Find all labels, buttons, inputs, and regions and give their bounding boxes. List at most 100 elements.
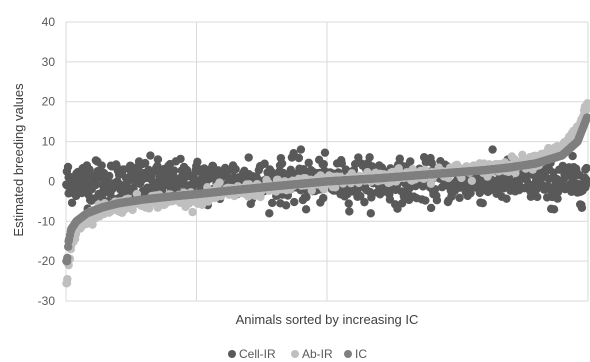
cell-ir-point (475, 188, 485, 198)
cell-ir-point (350, 159, 360, 169)
cell-ir-point (344, 199, 353, 208)
cell-ir-point (478, 199, 487, 208)
y-tick-label: 40 (42, 15, 56, 29)
cell-ir-point (64, 189, 73, 198)
data-points (62, 99, 590, 288)
legend-label: Ab-IR (302, 347, 333, 361)
ic-point (82, 209, 92, 218)
cell-ir-point (553, 187, 563, 197)
legend-item: Cell-IR (228, 347, 276, 361)
cell-ir-point (432, 196, 442, 205)
cell-ir-point (553, 194, 562, 203)
y-tick-label: -30 (38, 294, 56, 308)
cell-ir-point (169, 166, 179, 175)
legend-item: IC (344, 347, 367, 361)
y-tick-label: -10 (38, 214, 56, 228)
cell-ir-point (488, 145, 497, 154)
ic-point (72, 217, 81, 226)
cell-ir-point (345, 207, 354, 216)
y-axis-tick-labels: -30 -20 -10 0 10 20 30 40 (38, 15, 56, 308)
cell-ir-point (568, 177, 577, 186)
cell-ir-point (63, 162, 73, 172)
legend-label: Cell-IR (239, 347, 276, 361)
cell-ir-point (93, 157, 102, 166)
cell-ir-point (265, 209, 274, 218)
ic-point (67, 225, 76, 234)
cell-ir-point (583, 176, 590, 186)
cell-ir-point (367, 193, 376, 202)
cell-ir-point (354, 153, 363, 162)
cell-ir-point (153, 155, 163, 164)
cell-ir-point (489, 177, 499, 186)
ab-ir-point (467, 176, 477, 186)
legend-marker (344, 350, 352, 358)
cell-ir-point (281, 201, 291, 210)
cell-ir-point (134, 157, 144, 166)
ic-point (62, 256, 72, 266)
cell-ir-point (244, 153, 253, 162)
ic-point (531, 159, 540, 168)
cell-ir-point (290, 197, 299, 207)
cell-ir-point (448, 189, 457, 198)
cell-ir-point (105, 171, 114, 181)
cell-ir-point (181, 181, 191, 190)
cell-ir-point (406, 157, 415, 166)
cell-ir-point (197, 165, 206, 174)
legend-label: IC (355, 347, 367, 361)
y-tick-label: 10 (42, 135, 56, 149)
ab-ir-point (62, 278, 72, 288)
cell-ir-point (72, 169, 81, 178)
cell-ir-point (304, 158, 313, 167)
cell-ir-point (365, 153, 374, 162)
ic-point (98, 203, 107, 212)
ic-point (270, 182, 279, 191)
cell-ir-point (228, 161, 238, 170)
cell-ir-point (366, 209, 375, 218)
cell-ir-point (267, 198, 277, 208)
cell-ir-point (533, 192, 542, 202)
cell-ir-point (155, 169, 165, 178)
y-axis-title: Estimated breeding values (11, 83, 26, 237)
ic-point (557, 151, 567, 160)
cell-ir-point (275, 161, 285, 170)
ab-ir-point (215, 178, 224, 187)
cell-ir-point (146, 151, 155, 160)
ic-point (114, 199, 123, 208)
cell-ir-point (502, 194, 511, 203)
y-tick-label: 20 (42, 95, 56, 109)
ic-point (140, 195, 149, 204)
cell-ir-point (119, 165, 128, 174)
cell-ir-point (296, 145, 306, 154)
cell-ir-point (360, 197, 369, 207)
cell-ir-point (397, 199, 407, 208)
cell-ir-point (260, 159, 269, 168)
legend-marker (291, 350, 299, 358)
cell-ir-point (577, 203, 587, 212)
ab-ir-point (307, 186, 316, 195)
cell-ir-point (301, 205, 311, 214)
cell-ir-point (82, 161, 92, 170)
cell-ir-point (549, 205, 559, 214)
ic-point (192, 189, 201, 199)
cell-ir-point (153, 161, 162, 171)
ab-ir-point (188, 207, 197, 217)
y-tick-label: 30 (42, 55, 56, 69)
cell-ir-point (67, 198, 77, 207)
cell-ir-point (421, 196, 430, 205)
cell-ir-point (581, 165, 590, 174)
cell-ir-point (193, 157, 202, 167)
y-tick-label: 0 (48, 174, 55, 188)
ic-point (479, 166, 488, 175)
y-tick-label: -20 (38, 254, 56, 268)
cell-ir-point (356, 191, 365, 201)
ic-point (218, 187, 227, 196)
ic-point (582, 113, 590, 122)
ic-point (322, 177, 332, 186)
cell-ir-point (176, 154, 185, 164)
ic-point (166, 192, 175, 201)
ic-point (64, 237, 73, 246)
x-axis-title: Animals sorted by increasing IC (236, 312, 419, 327)
cell-ir-point (337, 159, 346, 168)
ic-point (505, 163, 514, 172)
